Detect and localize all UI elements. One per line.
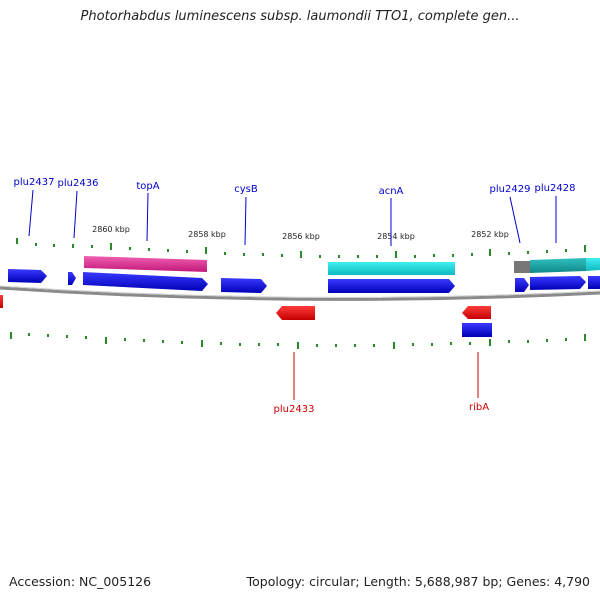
gene-edge-arrow[interactable] [588,276,600,289]
feature-acnA-cyan[interactable] [328,262,455,275]
scale-label-2856: 2856 kbp [282,232,320,241]
gene-label-plu2436[interactable]: plu2436 [58,178,99,189]
gene-topA-arrow[interactable] [83,272,208,291]
scale-label-2860: 2860 kbp [92,225,130,234]
gene-label-topA[interactable]: topA [136,181,159,192]
gene-ribA-blue-block[interactable] [462,323,492,337]
gene-label-plu2428[interactable]: plu2428 [535,183,576,194]
feature-topA-pink[interactable] [84,256,207,272]
gene-label-plu2433[interactable]: plu2433 [274,404,315,415]
gene-plu2433-arrow[interactable] [276,306,315,320]
gene-label-acnA[interactable]: acnA [379,186,404,197]
lower-tick-row [10,332,586,349]
map-title: Photorhabdus luminescens subsp. laumondi… [80,9,520,24]
reverse-genes [0,295,492,337]
scale-label-2852: 2852 kbp [471,230,509,239]
genome-summary-text: Topology: circular; Length: 5,688,987 bp… [246,574,590,589]
genome-backbone-highlight [0,285,600,298]
gene-acnA-arrow[interactable] [328,279,455,293]
gene-cysB-arrow[interactable] [221,278,267,293]
upper-tick-row [16,238,586,258]
forward-genes [8,269,600,293]
gene-plu2428-arrow[interactable] [530,276,586,290]
top-leader-lines [28,189,557,246]
gene-plu2436-arrow[interactable] [68,272,76,285]
gene-ribA-arrow[interactable] [462,306,491,319]
scale-label-2854: 2854 kbp [377,232,415,241]
gene-plu2437-arrow[interactable] [8,269,47,283]
gene-label-plu2437[interactable]: plu2437 [14,177,55,188]
feature-grey[interactable] [514,261,530,273]
gene-label-cysB[interactable]: cysB [234,184,258,195]
genome-backbone [0,286,600,301]
accession-text: Accession: NC_005126 [9,574,152,589]
gene-label-ribA[interactable]: ribA [469,402,489,413]
scale-label-2858: 2858 kbp [188,230,226,239]
gene-label-plu2429[interactable]: plu2429 [490,184,531,195]
feature-plu2428-teal[interactable] [530,258,586,273]
bottom-leader-lines [293,352,479,400]
gene-left-edge-red[interactable] [0,295,3,308]
gene-plu2429-arrow[interactable] [515,278,529,292]
feature-edge-cyan[interactable] [586,258,600,271]
